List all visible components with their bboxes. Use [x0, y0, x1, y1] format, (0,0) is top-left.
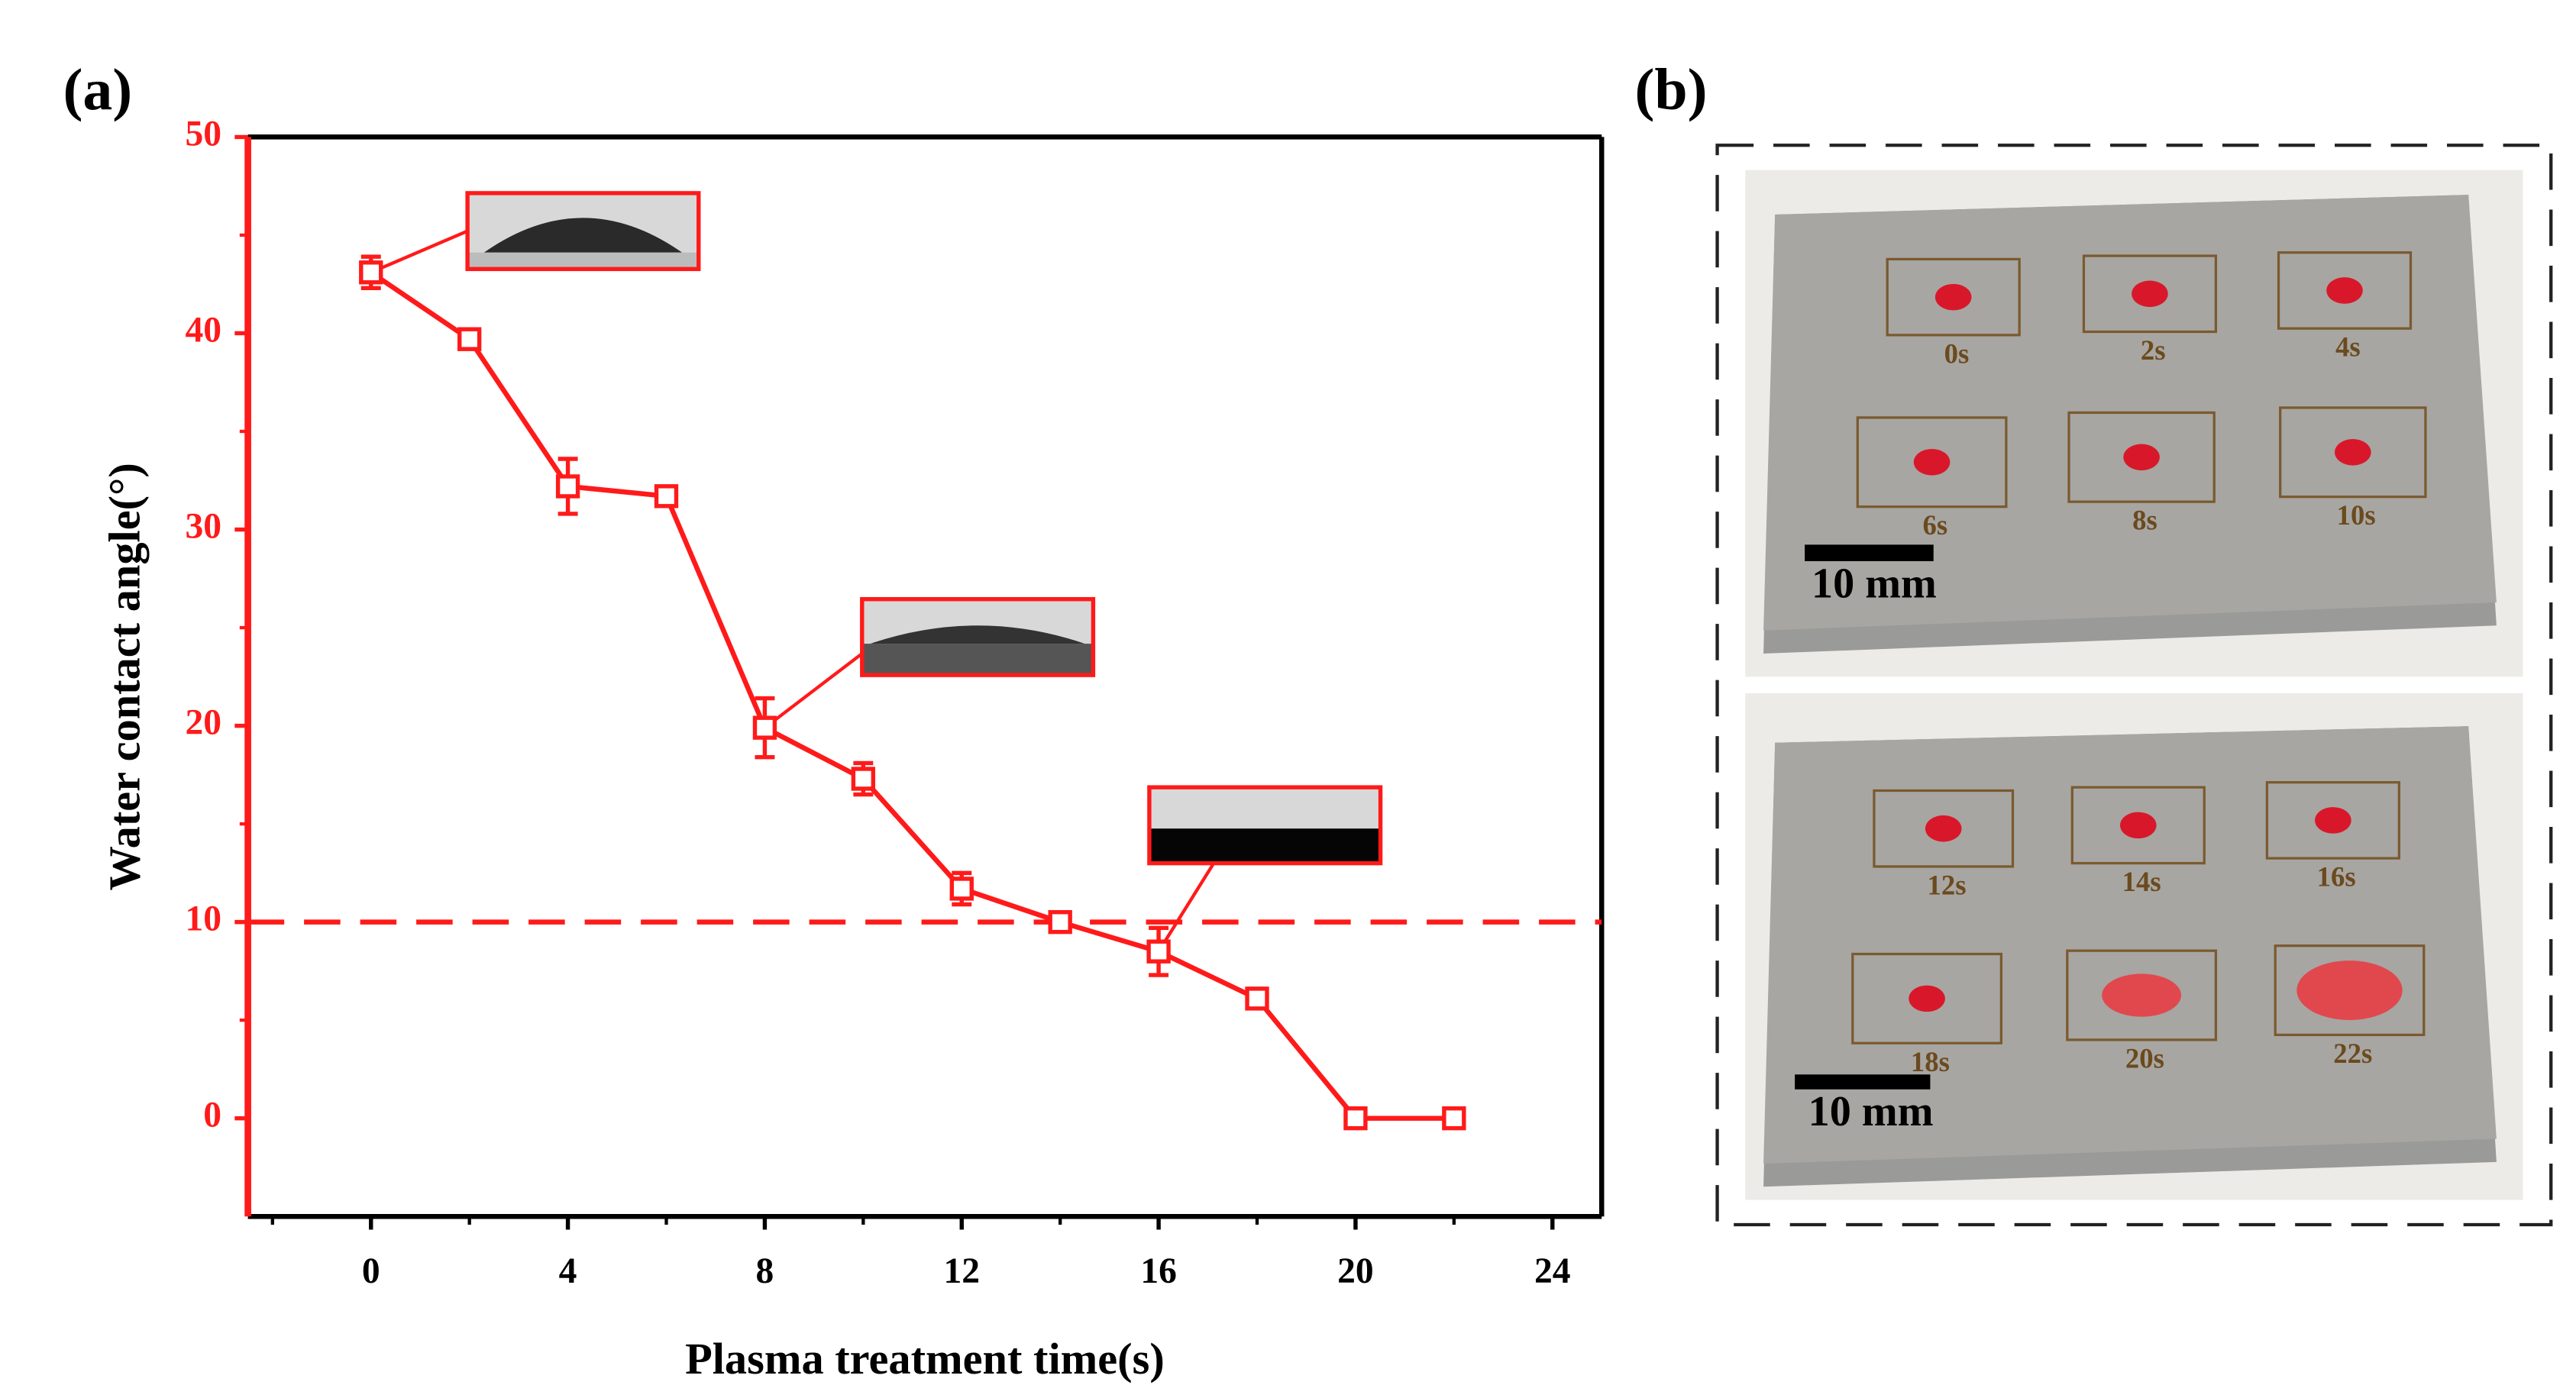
droplet [2326, 277, 2363, 304]
marked-square [2277, 251, 2413, 330]
substrate [861, 644, 1094, 676]
droplet [2102, 973, 2182, 1017]
x-tick-label: 8 [756, 1251, 774, 1291]
time-label: 2s [2141, 334, 2166, 366]
inset-frame [465, 191, 701, 272]
marked-square [1856, 416, 2008, 509]
panel-frame [1715, 144, 2553, 1227]
x-tick-label: 0 [362, 1251, 380, 1291]
x-tick-label: 16 [1140, 1251, 1177, 1291]
droplet [483, 218, 683, 253]
inset-connector [1157, 862, 1216, 953]
marked-square [2265, 781, 2400, 860]
scale-bar-label: 10 mm [1812, 560, 1937, 607]
y-tick-label: 40 [185, 310, 221, 350]
x-tick-label: 4 [559, 1251, 577, 1291]
droplet [2315, 807, 2351, 834]
marked-square [2082, 254, 2218, 334]
data-point [1442, 1106, 1466, 1131]
time-label: 20s [2125, 1042, 2164, 1074]
time-label: 14s [2122, 866, 2161, 897]
y-tick-label: 10 [185, 899, 221, 939]
y-tick-label: 0 [203, 1096, 221, 1135]
time-label: 6s [1923, 509, 1948, 541]
droplet [870, 625, 1085, 644]
panel-label: (a) [63, 57, 132, 122]
x-tick-label: 24 [1534, 1251, 1571, 1291]
time-label: 0s [1944, 337, 1970, 369]
time-label: 12s [1928, 869, 1967, 900]
droplet [2296, 961, 2403, 1020]
data-point [359, 260, 383, 285]
marked-square [2279, 406, 2427, 499]
x-tick-label: 20 [1337, 1251, 1374, 1291]
data-point [949, 877, 974, 901]
scale-bar [1795, 1074, 1931, 1090]
x-axis-label: Plasma treatment time(s) [685, 1334, 1165, 1383]
droplet [1913, 448, 1951, 476]
scale-bar [1805, 544, 1934, 561]
time-label: 4s [2335, 331, 2361, 363]
inset-frame [1147, 785, 1383, 866]
data-line [369, 270, 1454, 1121]
data-point [752, 715, 777, 740]
droplet [1909, 985, 1945, 1012]
data-point [1343, 1106, 1368, 1131]
data-point [1146, 939, 1171, 964]
droplet [2120, 812, 2157, 839]
marked-square [2274, 944, 2426, 1037]
marked-square [1886, 257, 2021, 337]
x-tick-label: 12 [943, 1251, 980, 1291]
droplet [2132, 280, 2168, 308]
marked-square [2067, 411, 2216, 503]
data-point [1245, 986, 1269, 1011]
time-label: 16s [2317, 861, 2356, 893]
data-point [654, 484, 679, 509]
data-point [555, 474, 580, 499]
y-tick-label: 50 [185, 114, 221, 153]
data-point [1048, 909, 1072, 935]
time-label: 18s [1911, 1046, 1950, 1077]
marked-square [1851, 952, 2002, 1044]
marked-square [2070, 786, 2206, 865]
y-tick-label: 20 [185, 702, 221, 742]
time-label: 8s [2132, 505, 2157, 536]
droplet [2123, 444, 2160, 471]
marked-square [2066, 949, 2218, 1041]
inset-connector [764, 652, 864, 729]
droplet [2335, 439, 2371, 466]
inset-frame [860, 597, 1096, 677]
y-axis-label: Water contact angle(°) [99, 463, 149, 890]
data-point [457, 327, 482, 351]
inset-connector [370, 229, 468, 274]
droplet [1925, 815, 1962, 842]
time-label: 10s [2337, 499, 2376, 531]
time-label: 22s [2333, 1038, 2372, 1069]
marked-square [1873, 789, 2015, 868]
substrate [467, 252, 699, 270]
substrate [1149, 828, 1381, 864]
panel-label: (b) [1634, 57, 1707, 122]
droplet [1934, 283, 1972, 311]
data-point [851, 767, 876, 791]
scale-bar-label: 10 mm [1808, 1088, 1934, 1135]
y-tick-label: 30 [185, 506, 221, 546]
